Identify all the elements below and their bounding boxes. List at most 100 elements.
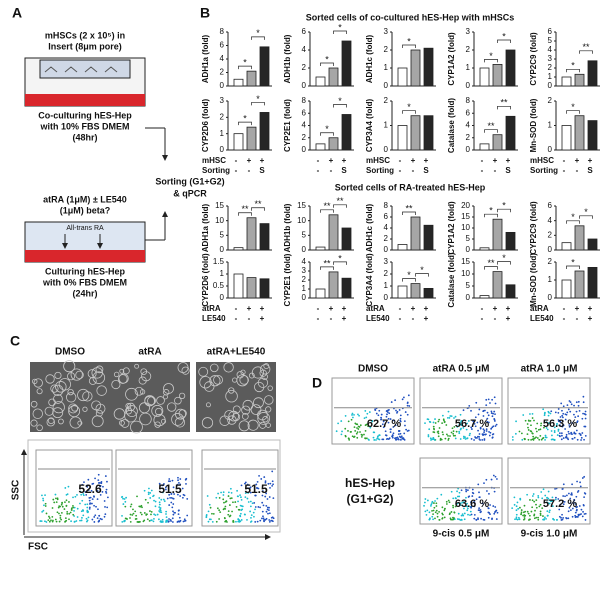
- y-tick-label: 2: [220, 112, 225, 121]
- flow-event: [164, 488, 167, 491]
- y-tick-label: 0: [466, 293, 471, 302]
- flow-event: [570, 431, 573, 434]
- flow-event: [444, 437, 447, 440]
- bar: [574, 270, 585, 299]
- condition-mark: -: [399, 304, 402, 313]
- y-axis-label: CYP2C9 (fold): [529, 201, 538, 255]
- flow-event: [268, 496, 271, 498]
- flow-event: [423, 504, 425, 507]
- flow-event: [211, 512, 213, 515]
- flow-event: [470, 438, 473, 440]
- condition-mark: +: [260, 156, 265, 165]
- flow-event: [452, 504, 454, 507]
- flow-event: [493, 512, 496, 515]
- bar: [233, 78, 244, 87]
- cell: [30, 419, 38, 427]
- flow-event: [169, 480, 171, 483]
- flow-event: [582, 510, 584, 513]
- flow-event: [478, 433, 481, 435]
- bar: [561, 279, 572, 299]
- flow-event: [231, 510, 233, 513]
- flow-event: [516, 501, 519, 504]
- flow-event: [82, 514, 85, 517]
- flow-event: [542, 426, 545, 429]
- flow-event: [81, 516, 83, 519]
- y-axis-label: CYP2C9 (fold): [529, 32, 538, 86]
- flow-event: [380, 416, 382, 419]
- y-tick-label: 1: [548, 121, 553, 130]
- y-tick-label: 2: [220, 68, 225, 77]
- flow-event: [515, 509, 518, 512]
- flow-event: [568, 506, 571, 509]
- flow-event: [473, 502, 476, 504]
- condition-name: atRA: [366, 304, 385, 313]
- flow-event: [55, 520, 58, 523]
- flow-event: [356, 423, 359, 426]
- cell: [232, 377, 238, 383]
- bar: [233, 133, 244, 151]
- flow-event: [437, 420, 440, 423]
- flow-event: [266, 506, 269, 509]
- flow-event: [529, 419, 532, 422]
- bar: [246, 126, 257, 151]
- significance-bracket: [333, 261, 347, 265]
- flow-event: [464, 438, 467, 440]
- flow-event: [475, 518, 478, 521]
- flow-event: [247, 492, 250, 494]
- flow-event: [158, 510, 161, 512]
- cell: [52, 407, 64, 419]
- flow-event: [527, 512, 530, 515]
- flow-event: [432, 425, 435, 428]
- flow-event: [560, 402, 563, 405]
- y-tick-label: 2: [384, 269, 389, 278]
- panel-a-text: Co-culturing hES-Hep: [38, 110, 132, 120]
- flow-event: [357, 413, 359, 416]
- condition-name: atRA: [530, 304, 549, 313]
- flow-event: [48, 517, 51, 519]
- y-tick-label: 4: [302, 45, 307, 54]
- flow-event: [437, 435, 440, 438]
- flow-event: [536, 422, 539, 425]
- flow-event: [482, 428, 485, 431]
- flow-event: [539, 434, 542, 437]
- flow-event: [125, 496, 128, 499]
- gate-percent: 52.6: [78, 482, 102, 496]
- flow-event: [208, 518, 211, 521]
- flow-event: [475, 498, 478, 501]
- flow-event: [170, 501, 173, 504]
- flow-event: [438, 418, 441, 421]
- cell: [139, 412, 152, 426]
- condition-name: atRA: [202, 304, 221, 313]
- cell-layer: [25, 94, 145, 106]
- flow-event: [169, 518, 172, 521]
- y-tick-label: 2: [548, 257, 553, 266]
- significance-label: *: [243, 58, 247, 68]
- flow-event: [172, 513, 175, 516]
- cell: [46, 417, 56, 427]
- flow-event: [538, 438, 541, 441]
- flow-event: [485, 398, 488, 401]
- flow-event: [553, 430, 556, 432]
- cell: [160, 418, 167, 424]
- condition-name: Sorting: [366, 166, 394, 175]
- flow-event: [374, 408, 376, 411]
- flow-event: [166, 497, 169, 500]
- flow-event: [173, 493, 176, 495]
- flow-event: [171, 517, 174, 520]
- flow-event: [215, 496, 218, 499]
- flow-event: [138, 505, 141, 508]
- y-tick-label: 3: [466, 27, 471, 36]
- flow-event: [445, 424, 448, 426]
- flow-event: [52, 519, 54, 522]
- y-axis-label: Catalase (fold): [447, 98, 456, 153]
- cell: [248, 372, 255, 379]
- significance-label: *: [502, 201, 506, 211]
- cell: [54, 371, 62, 380]
- flow-event: [485, 404, 488, 407]
- flow-event: [351, 416, 354, 419]
- flow-event: [239, 520, 242, 523]
- flow-event: [72, 504, 74, 507]
- significance-label: *: [256, 28, 260, 38]
- cell: [181, 366, 190, 375]
- y-tick-label: 5: [466, 234, 471, 243]
